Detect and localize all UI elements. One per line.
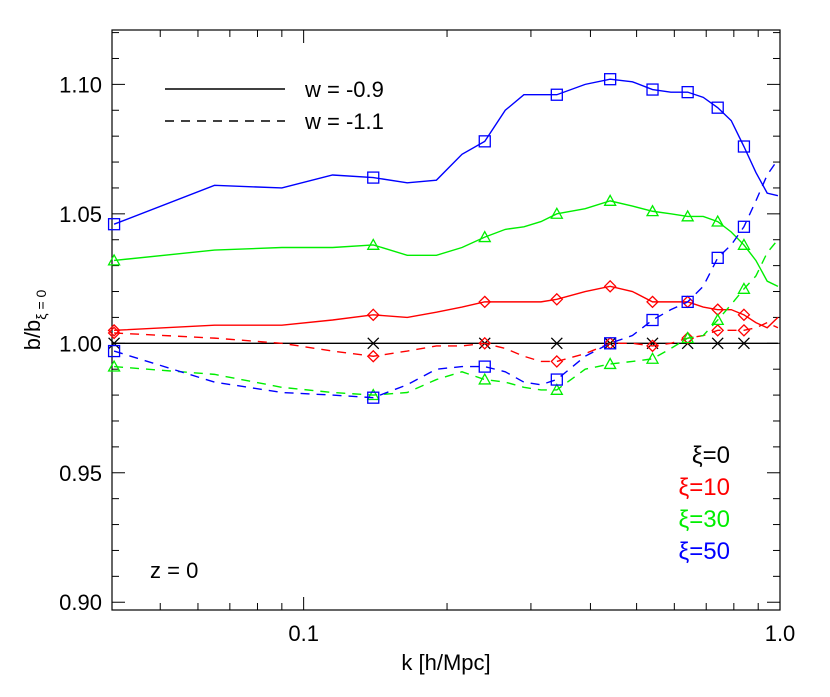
marker <box>550 383 564 395</box>
marker <box>737 323 751 337</box>
marker <box>550 337 563 350</box>
marker <box>367 337 380 350</box>
y-tick-label: 1.05 <box>59 202 102 227</box>
marker <box>478 360 491 373</box>
y-tick-label: 1.10 <box>59 72 102 97</box>
marker <box>737 220 751 233</box>
y-axis-label: b/bξ = 0 <box>20 289 49 350</box>
marker <box>604 337 617 350</box>
marker <box>550 355 564 368</box>
x-tick-label: 1.0 <box>765 621 796 646</box>
marker <box>646 313 659 327</box>
marker <box>645 352 660 364</box>
marker <box>107 253 121 266</box>
marker <box>737 238 751 250</box>
y-tick-label: 0.95 <box>59 461 102 486</box>
y-tick-label: 1.00 <box>59 331 102 356</box>
marker <box>604 73 617 86</box>
marker <box>681 295 694 309</box>
marker <box>711 337 724 350</box>
marker <box>478 135 491 148</box>
marker <box>550 292 564 306</box>
x-tick-label: 0.1 <box>288 621 319 646</box>
legend-label: ξ=50 <box>679 538 730 565</box>
series-line <box>114 285 779 332</box>
marker <box>550 88 563 101</box>
marker <box>646 295 659 309</box>
series-line <box>114 239 779 396</box>
marker <box>366 238 380 250</box>
x-axis-label: k [h/Mpc] <box>401 650 490 675</box>
marker <box>681 331 695 345</box>
marker <box>107 218 121 231</box>
marker <box>108 337 121 350</box>
marker <box>646 83 659 96</box>
marker <box>107 323 121 337</box>
legend-label: ξ=30 <box>679 506 730 533</box>
marker <box>367 171 380 184</box>
marker <box>711 313 725 326</box>
marker <box>711 323 725 337</box>
legend-label: ξ=10 <box>679 474 730 501</box>
marker <box>366 388 380 401</box>
marker <box>737 337 750 350</box>
marker <box>737 308 751 322</box>
y-axis-label-sub: ξ = 0 <box>33 289 49 319</box>
series-line <box>113 78 779 225</box>
y-tick-label: 0.90 <box>59 590 102 615</box>
series-line <box>113 159 779 399</box>
series-line <box>114 321 779 363</box>
marker <box>711 101 724 114</box>
marker <box>366 308 380 322</box>
marker <box>478 372 492 385</box>
series-line <box>114 200 779 287</box>
marker <box>107 344 121 358</box>
marker <box>367 391 380 404</box>
marker <box>603 279 617 293</box>
marker <box>478 295 492 309</box>
marker <box>478 336 492 350</box>
marker <box>603 357 617 370</box>
marker <box>366 349 380 363</box>
marker <box>681 209 695 222</box>
marker <box>711 251 724 265</box>
marker <box>737 140 751 153</box>
y-axis-label-main: b/b <box>20 320 45 351</box>
marker <box>711 214 725 227</box>
marker <box>550 207 564 219</box>
marker <box>107 326 121 340</box>
legend-label: w = -1.1 <box>304 109 384 134</box>
legend-label: ξ=0 <box>692 442 730 469</box>
annotation: z = 0 <box>150 558 198 583</box>
marker <box>681 85 694 99</box>
marker <box>107 359 121 372</box>
marker <box>645 204 660 217</box>
marker <box>603 194 617 206</box>
marker <box>681 331 695 344</box>
plot-frame <box>111 29 781 611</box>
marker <box>737 282 751 294</box>
marker <box>478 230 492 243</box>
legend-label: w = -0.9 <box>304 77 384 102</box>
marker <box>550 373 563 386</box>
marker <box>646 339 659 353</box>
